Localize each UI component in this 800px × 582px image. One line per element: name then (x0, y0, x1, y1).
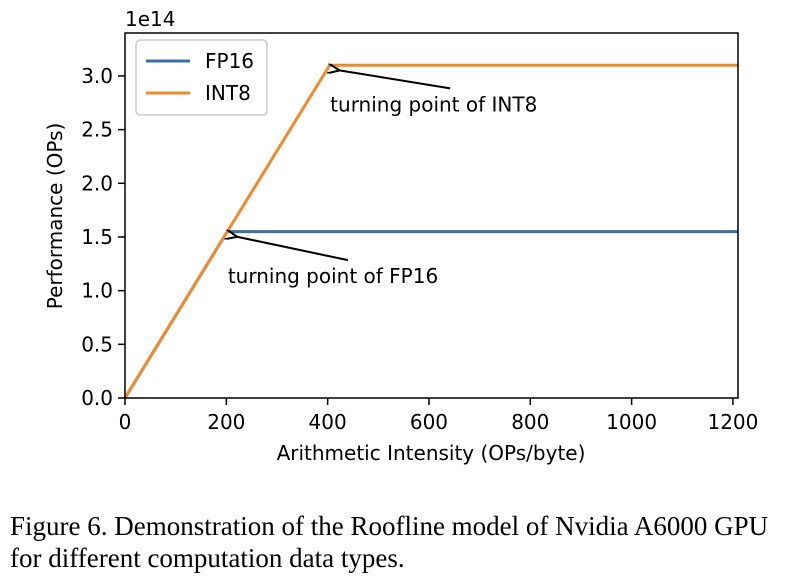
legend-box (135, 39, 268, 116)
figure-caption: Figure 6. Demonstration of the Roofline … (10, 511, 769, 573)
y-axis-label: Performance (OPs) (43, 123, 67, 310)
y-tick-label: 3.0 (81, 64, 113, 88)
x-tick-label: 200 (207, 410, 245, 434)
legend-label-fp16: FP16 (205, 49, 254, 73)
y-tick-label: 1.5 (81, 225, 113, 249)
x-tick-label: 800 (511, 410, 549, 434)
annotation-arrow-0 (339, 70, 451, 90)
x-tick-label: 0 (119, 410, 132, 434)
x-axis-label: Arithmetic Intensity (OPs/byte) (277, 441, 586, 465)
y-tick-label: 1.0 (81, 279, 113, 303)
legend: FP16 INT8 (135, 39, 268, 116)
x-tick-label: 600 (410, 410, 448, 434)
series-line-fp16 (123, 230, 738, 399)
y-offset-text: 1e14 (125, 7, 175, 31)
annotation-arrow-1 (236, 237, 349, 262)
y-tick-label: 2.5 (81, 118, 113, 142)
y-tick-label: 0.0 (81, 386, 113, 410)
annotation-label-1: turning point of FP16 (228, 264, 438, 288)
x-tick-label: 1000 (606, 410, 657, 434)
plot-frame (124, 32, 739, 399)
annotation-label-0: turning point of INT8 (330, 92, 537, 116)
x-tick-label: 1200 (707, 410, 758, 434)
x-tick-label: 400 (309, 410, 347, 434)
annotations: turning point of INT8 turning point of FP… (228, 70, 537, 288)
y-tick-label: 0.5 (81, 332, 113, 356)
legend-label-int8: INT8 (205, 81, 251, 105)
roofline-chart: 0 200 400 600 800 1000 1200 0.0 0.5 1.0 1.5 2.0 2.5 3… (43, 7, 758, 465)
axes: 0 200 400 600 800 1000 1200 0.0 0.5 1.0 1.5 2.0 2.5 3… (81, 32, 758, 434)
y-tick-label: 2.0 (81, 171, 113, 195)
